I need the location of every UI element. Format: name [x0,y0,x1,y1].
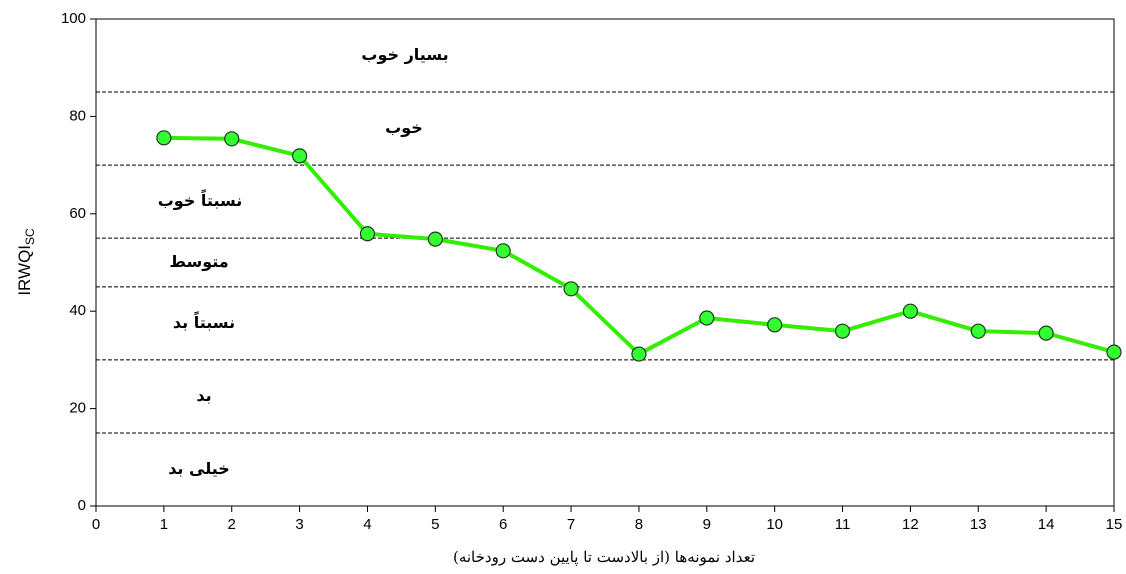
x-tick-label: 12 [902,516,919,533]
x-tick-label: 3 [295,516,303,533]
data-point [495,243,511,259]
y-tick-label: 20 [69,400,86,417]
x-tick-label: 6 [499,516,507,533]
data-point [1106,344,1122,360]
y-tick-label: 100 [61,10,86,27]
data-point [1038,325,1054,341]
zone-label: بد [196,386,211,405]
y-tick-label: 60 [69,205,86,222]
zone-label: نسبتاً بد [173,310,235,332]
data-point [427,231,443,247]
x-axis-label: تعداد نمونه‌ها (از بالادست تا پایین دست … [453,548,755,566]
x-tick-label: 13 [970,516,987,533]
zone-label: بسیار خوب [361,45,448,64]
y-tick-label: 40 [69,302,86,319]
x-tick-label: 14 [1038,516,1055,533]
y-axis-label-sub: SC [23,228,37,245]
data-point [563,281,579,297]
x-tick-label: 15 [1106,516,1123,533]
x-tick-label: 0 [92,516,100,533]
x-tick-label: 2 [228,516,236,533]
y-axis-label: IRWQISC [15,228,37,296]
x-tick-label: 9 [703,516,711,533]
zone-label: نسبتاً خوب [158,189,243,211]
x-tick-label: 1 [160,516,168,533]
data-point [970,323,986,339]
zone-label: خوب [385,118,423,137]
y-axis-label-main: IRWQI [15,245,34,296]
y-tick-label: 80 [69,107,86,124]
data-point [224,131,240,147]
data-point [834,323,851,339]
data-point [631,346,647,362]
x-tick-label: 10 [766,516,783,533]
x-tick-label: 4 [363,516,371,533]
plot-frame [95,18,1115,507]
y-tick-label: 0 [78,497,86,514]
x-tick-label: 11 [835,516,851,533]
data-point [767,317,783,333]
x-tick-label: 8 [635,516,643,533]
data-point [359,226,376,242]
data-point [292,148,308,164]
x-tick-label: 7 [567,516,575,533]
zone-label: خیلی بد [168,459,230,478]
zone-label: متوسط [169,252,228,271]
data-point [156,130,172,146]
x-tick-label: 5 [431,516,439,533]
data-point [902,303,919,319]
data-line [163,135,1115,357]
data-point [699,310,715,326]
